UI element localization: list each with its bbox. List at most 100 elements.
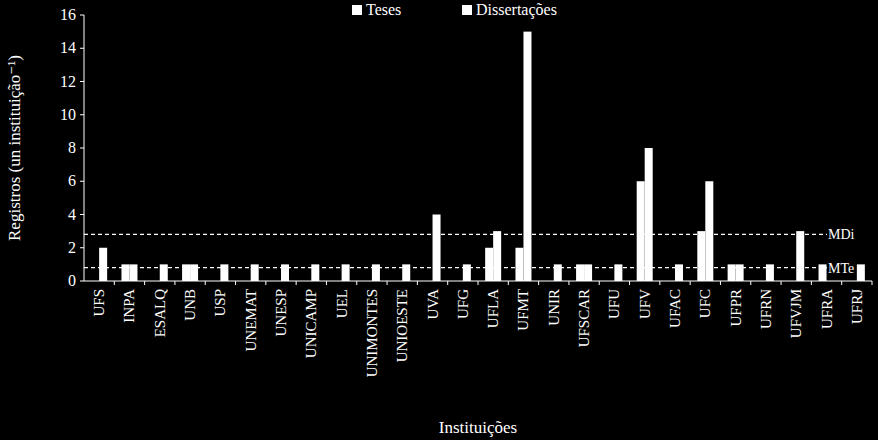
bar	[433, 215, 441, 282]
x-tick	[478, 281, 479, 285]
y-tick-label: 4	[68, 206, 76, 223]
bar	[697, 231, 705, 281]
x-tick-label: UFSCAR	[576, 289, 592, 347]
x-tick-label: UFAC	[667, 289, 683, 328]
background	[0, 0, 878, 440]
x-tick-label: UNB	[182, 289, 198, 321]
x-tick	[568, 281, 569, 285]
x-axis-title: Instituições	[439, 418, 517, 437]
x-tick	[659, 281, 660, 285]
reference-line	[84, 234, 827, 235]
x-tick	[174, 281, 175, 285]
bar	[463, 264, 471, 281]
x-tick	[781, 281, 782, 285]
bar	[675, 264, 683, 281]
y-tick	[80, 281, 84, 282]
x-tick	[690, 281, 691, 285]
x-tick	[872, 281, 873, 285]
x-tick	[205, 281, 206, 285]
bar	[576, 264, 584, 281]
bar	[485, 248, 493, 281]
chart: MDiMTe0246810121416UFSINPAESALQUNBUSPUNE…	[0, 0, 878, 440]
x-tick-label: UVA	[425, 289, 441, 320]
x-tick	[841, 281, 842, 285]
x-tick-label: UFRJ	[849, 289, 865, 324]
x-tick-label: UFVJM	[788, 289, 804, 338]
y-tick	[80, 48, 84, 49]
x-tick	[811, 281, 812, 285]
bar	[220, 264, 228, 281]
x-tick-label: UFS	[91, 289, 107, 317]
legend-swatch	[462, 5, 472, 15]
bar	[129, 264, 137, 281]
x-tick-label: USP	[212, 289, 228, 317]
x-tick-label: UFLA	[485, 289, 501, 328]
x-tick-label: UNIR	[546, 289, 562, 326]
y-tick	[80, 114, 84, 115]
x-tick	[417, 281, 418, 285]
bar	[182, 264, 190, 281]
x-tick	[508, 281, 509, 285]
bar	[857, 264, 865, 281]
bar	[523, 32, 531, 281]
bar	[493, 231, 501, 281]
bar	[819, 264, 827, 281]
x-tick	[114, 281, 115, 285]
bar	[190, 264, 198, 281]
bar	[372, 264, 380, 281]
reference-label: MTe	[828, 261, 854, 276]
x-tick-label: UNEMAT	[243, 289, 259, 352]
x-tick-label: UFU	[606, 289, 622, 319]
x-tick-label: UFV	[637, 289, 653, 319]
x-tick	[235, 281, 236, 285]
x-tick	[750, 281, 751, 285]
legend-label: Teses	[366, 1, 401, 18]
bar	[121, 264, 129, 281]
x-tick	[387, 281, 388, 285]
x-tick-label: UNIMONTES	[364, 289, 380, 377]
x-tick-label: UFRA	[819, 289, 835, 329]
bar	[99, 248, 107, 281]
x-tick	[144, 281, 145, 285]
bar	[402, 264, 410, 281]
x-tick	[720, 281, 721, 285]
x-tick	[265, 281, 266, 285]
x-tick-label: UFMT	[515, 289, 531, 331]
y-tick	[80, 247, 84, 248]
reference-label: MDi	[828, 227, 855, 242]
bar	[554, 264, 562, 281]
bar	[645, 148, 653, 281]
y-tick-label: 8	[68, 139, 76, 156]
legend-label: Dissertações	[476, 1, 557, 19]
bars	[84, 32, 865, 281]
bar	[251, 264, 259, 281]
y-tick	[80, 181, 84, 182]
bar	[160, 264, 168, 281]
x-tick	[629, 281, 630, 285]
bar	[766, 264, 774, 281]
x-tick-label: INPA	[121, 289, 137, 323]
y-tick-label: 16	[60, 6, 76, 23]
bar	[705, 181, 713, 281]
x-tick	[447, 281, 448, 285]
reference-line	[84, 267, 827, 268]
x-tick-label: UFPR	[728, 289, 744, 327]
bar	[796, 231, 804, 281]
x-tick-label: ESALQ	[152, 289, 168, 338]
y-tick-label: 10	[60, 106, 76, 123]
x-tick	[296, 281, 297, 285]
y-tick-label: 6	[68, 172, 76, 189]
y-tick-label: 0	[68, 272, 76, 289]
y-tick-label: 14	[60, 39, 76, 56]
legend-swatch	[352, 5, 362, 15]
x-tick	[538, 281, 539, 285]
x-tick-label: UEL	[334, 289, 350, 318]
bar	[728, 264, 736, 281]
y-axis-title: Registros (un instituição⁻¹)	[5, 55, 24, 241]
bar	[614, 264, 622, 281]
x-tick	[356, 281, 357, 285]
y-tick	[80, 15, 84, 16]
bar	[515, 248, 523, 281]
y-tick-label: 2	[68, 239, 76, 256]
bar	[281, 264, 289, 281]
